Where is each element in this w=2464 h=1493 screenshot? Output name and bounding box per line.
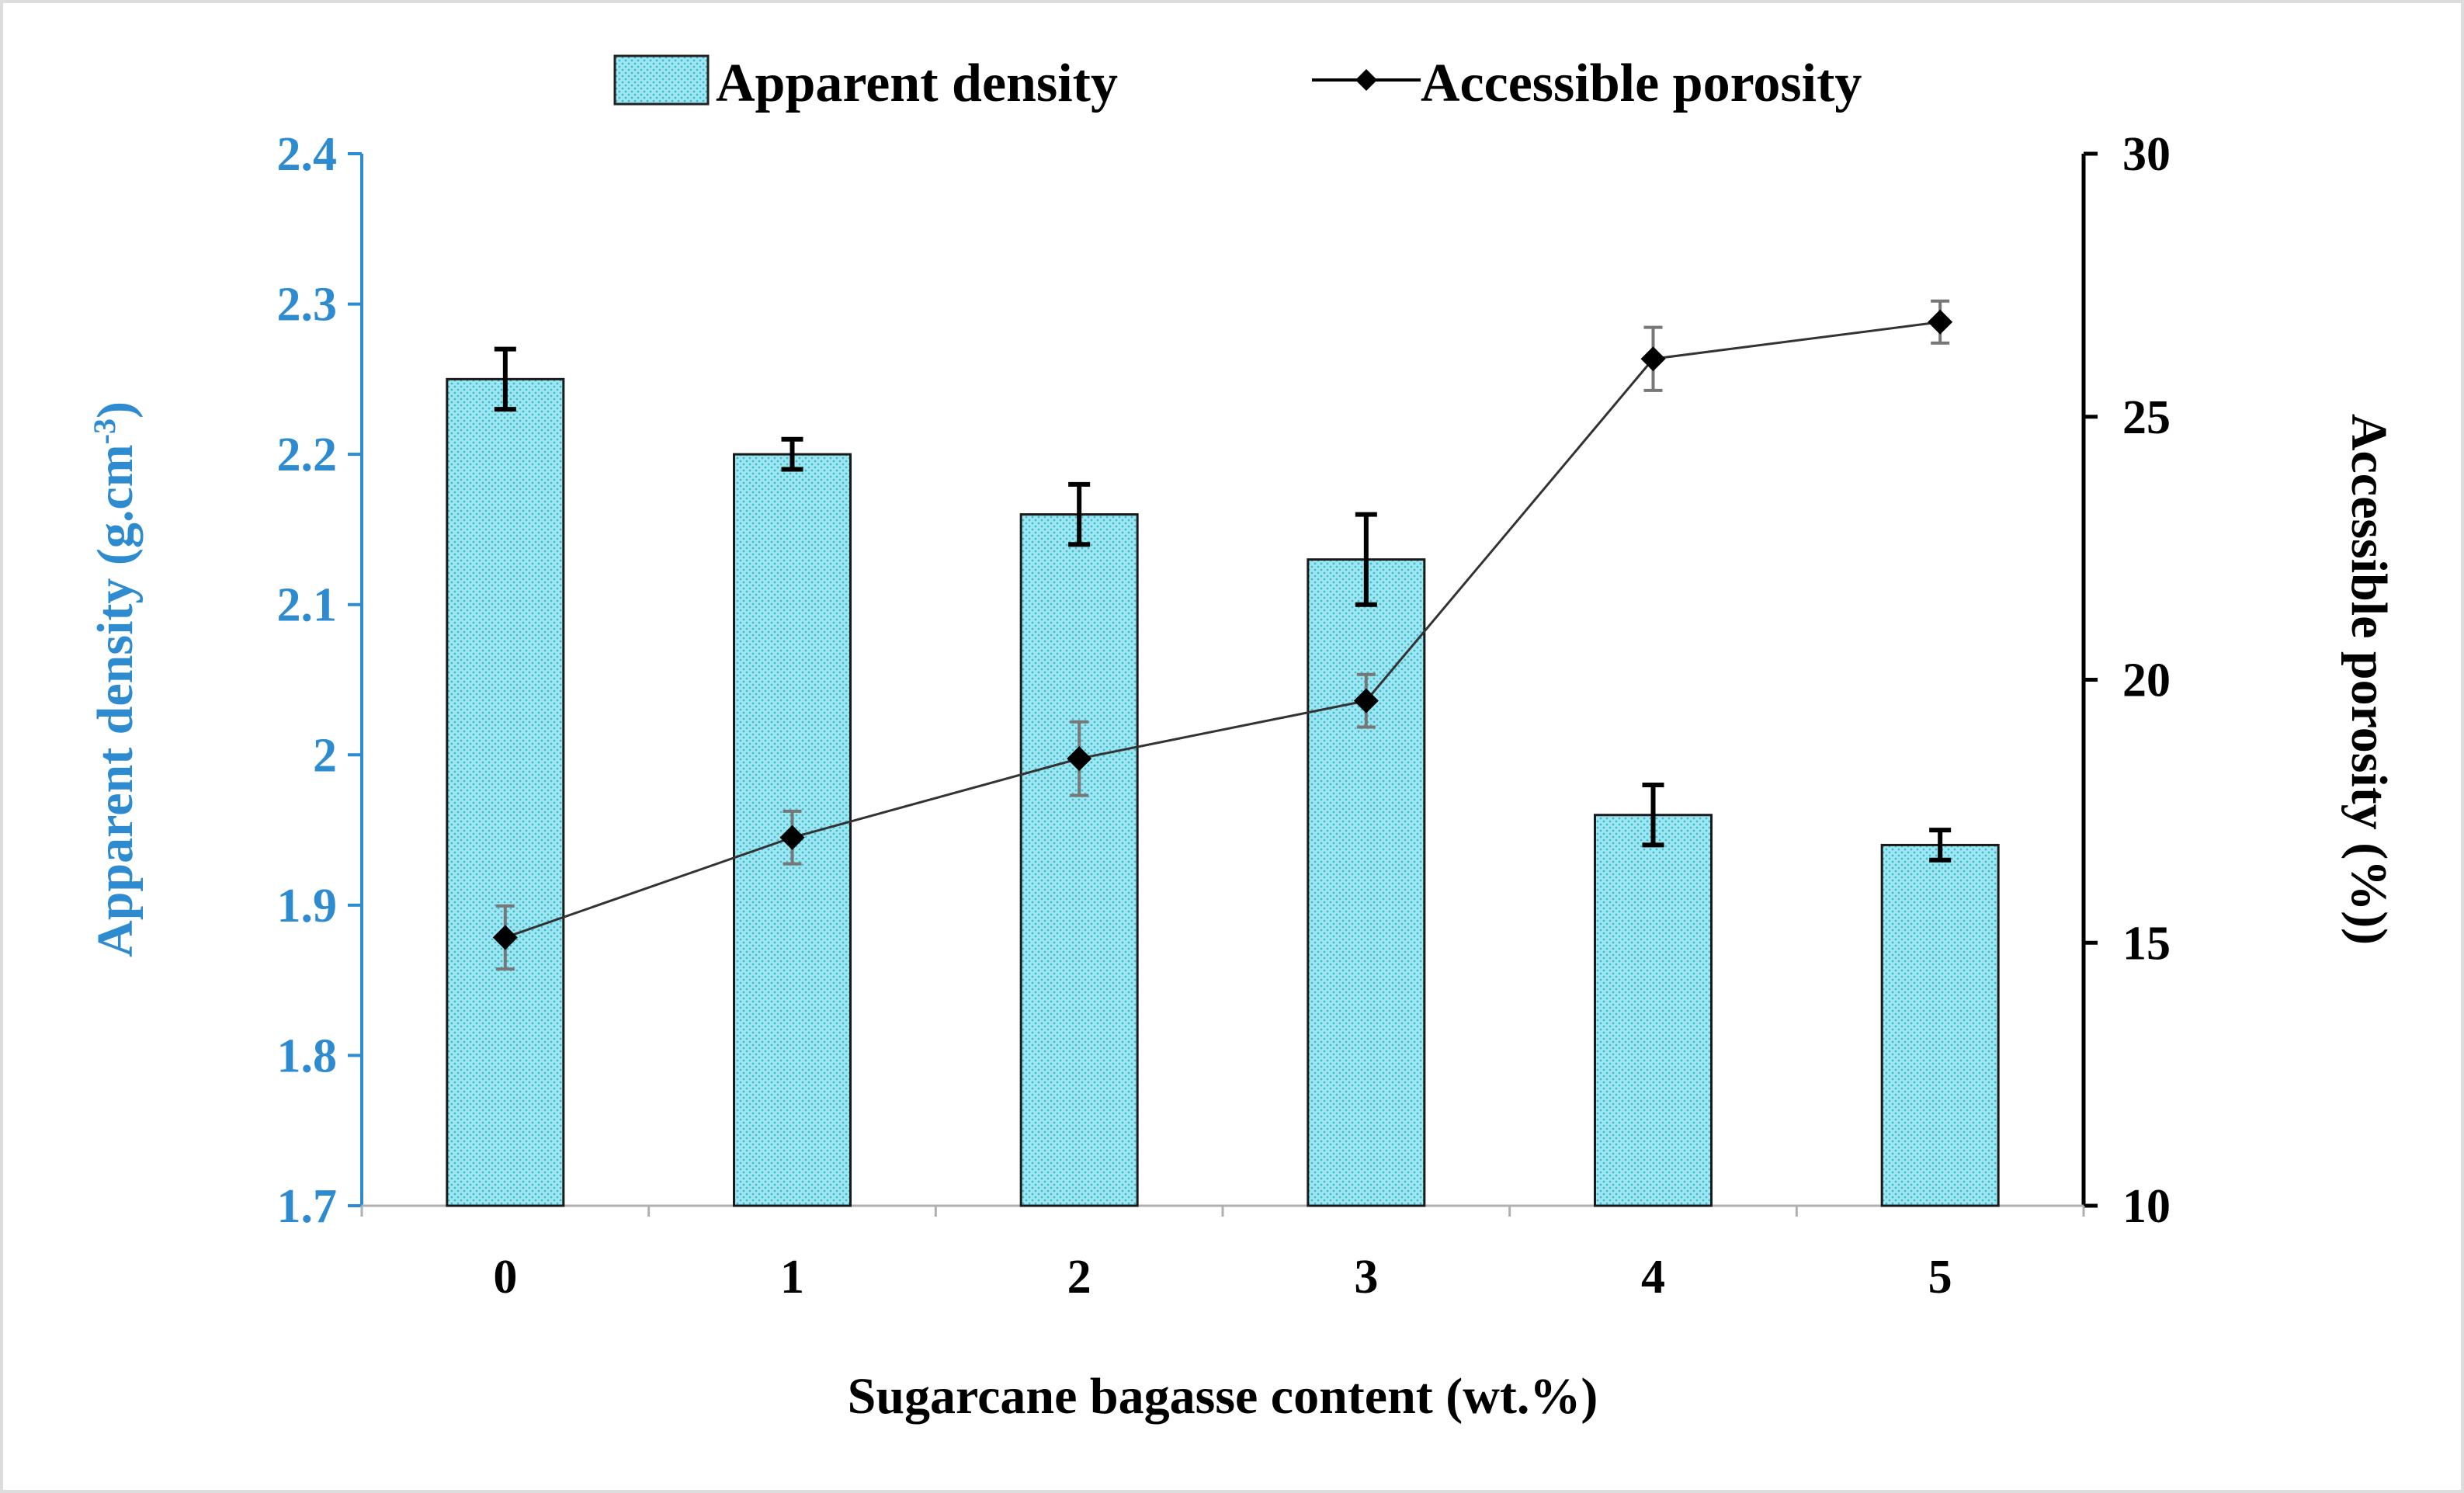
left-y-tick-label: 2 [313,729,337,782]
x-ticks: 0 1 2 3 4 5 [360,1206,2085,1304]
left-y-tick-label: 2.4 [277,128,338,181]
right-y-tick-label: 25 [2122,391,2171,444]
porosity-point [1640,346,1666,372]
left-y-axis-title-suffix: ) [87,401,144,418]
density-bar [1019,513,1139,1207]
legend-bar-swatch [613,54,710,106]
density-bar [1880,843,2000,1207]
left-y-tick-label: 2.3 [277,279,338,332]
left-y-axis-title-main: Apparent density (g.cm [87,444,144,957]
bar-series [446,377,2000,1207]
x-tick-label: 2 [1067,1251,1091,1304]
right-y-ticks: 10 15 20 25 30 [2084,128,2171,1233]
density-bar [446,377,565,1207]
left-y-tick-label: 1.7 [277,1180,338,1233]
left-y-ticks: 1.7 1.8 1.9 2 2.1 2.2 2.3 2.4 [277,128,362,1233]
porosity-point [1928,309,1953,335]
right-y-tick-label: 10 [2122,1180,2171,1233]
left-y-tick-label: 1.9 [277,880,338,932]
legend-line-label: Accessible porosity [1421,54,1862,113]
x-tick-label: 0 [493,1251,517,1304]
legend: Apparent density Accessible porosity [613,54,1862,113]
x-tick-label: 3 [1354,1251,1378,1304]
x-tick-label: 4 [1641,1251,1665,1304]
right-y-tick-label: 20 [2122,654,2171,707]
density-bar [1594,814,1713,1207]
right-y-axis-title: Accessible porosity (%)) [2341,414,2397,945]
porosity-point [779,825,805,850]
x-axis-title: Sugarcane bagasse content (wt.%) [848,1368,1598,1425]
left-y-axis-title-superscript: -3 [87,418,122,444]
legend-bar-label: Apparent density [716,54,1118,113]
left-y-tick-label: 2.2 [277,429,338,481]
right-y-tick-label: 15 [2122,917,2171,970]
porosity-point [492,925,518,950]
left-y-axis-title: Apparent density (g.cm-3) [87,401,144,957]
left-y-tick-label: 1.8 [277,1029,338,1082]
plot-axes [360,154,2086,1207]
porosity-point [1353,688,1379,714]
bar-error-bars [494,346,1952,863]
x-tick-label: 1 [780,1251,804,1304]
left-y-tick-label: 2.1 [277,579,338,632]
x-tick-label: 5 [1928,1251,1952,1304]
line-series [492,299,1953,971]
porosity-point [1067,746,1092,772]
right-y-tick-label: 30 [2122,128,2171,181]
legend-diamond-marker [1355,69,1377,91]
density-bar [1307,558,1426,1207]
porosity-line [505,321,1941,939]
